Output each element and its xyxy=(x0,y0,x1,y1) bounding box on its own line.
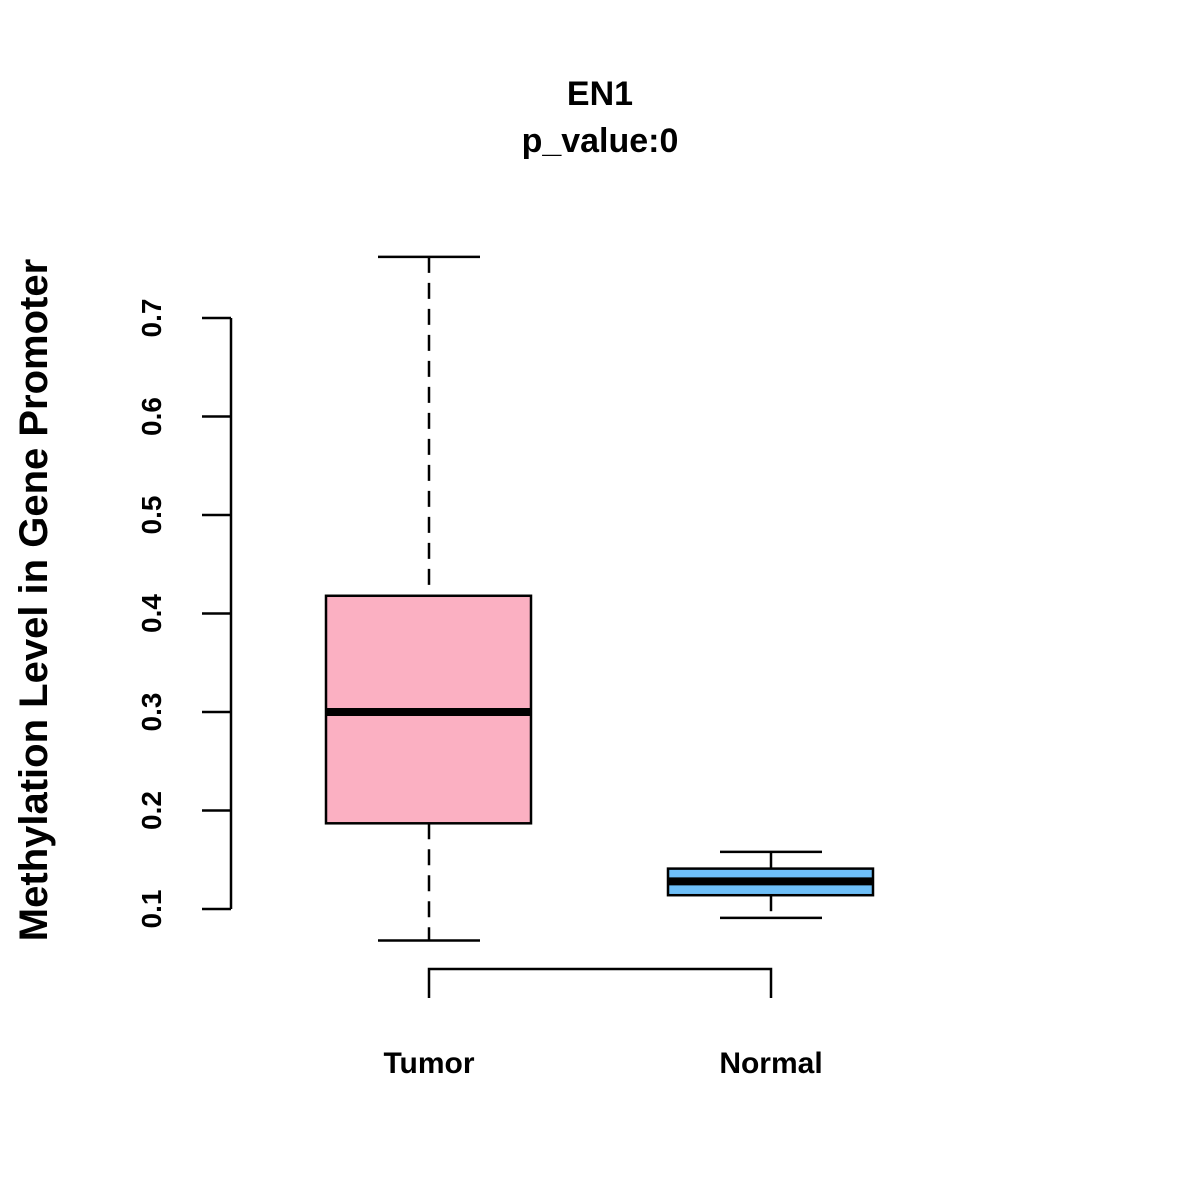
box-normal xyxy=(666,850,875,920)
x-tick-label: Normal xyxy=(719,1047,822,1080)
chart-title: EN1 xyxy=(567,75,633,113)
y-tick-label: 0.2 xyxy=(136,791,167,830)
x-tick-label: Tumor xyxy=(383,1047,474,1080)
y-tick-label: 0.7 xyxy=(136,299,167,338)
box-tumor xyxy=(324,255,533,942)
y-axis-label: Methylation Level in Gene Promoter xyxy=(12,259,56,941)
y-tick-label: 0.6 xyxy=(136,397,167,436)
y-tick-label: 0.5 xyxy=(136,496,167,535)
comparison-bracket xyxy=(427,967,773,998)
chart-subtitle: p_value:0 xyxy=(522,122,679,160)
y-tick-label: 0.3 xyxy=(136,693,167,732)
y-tick-label: 0.4 xyxy=(136,594,167,633)
y-tick-label: 0.1 xyxy=(136,890,167,929)
